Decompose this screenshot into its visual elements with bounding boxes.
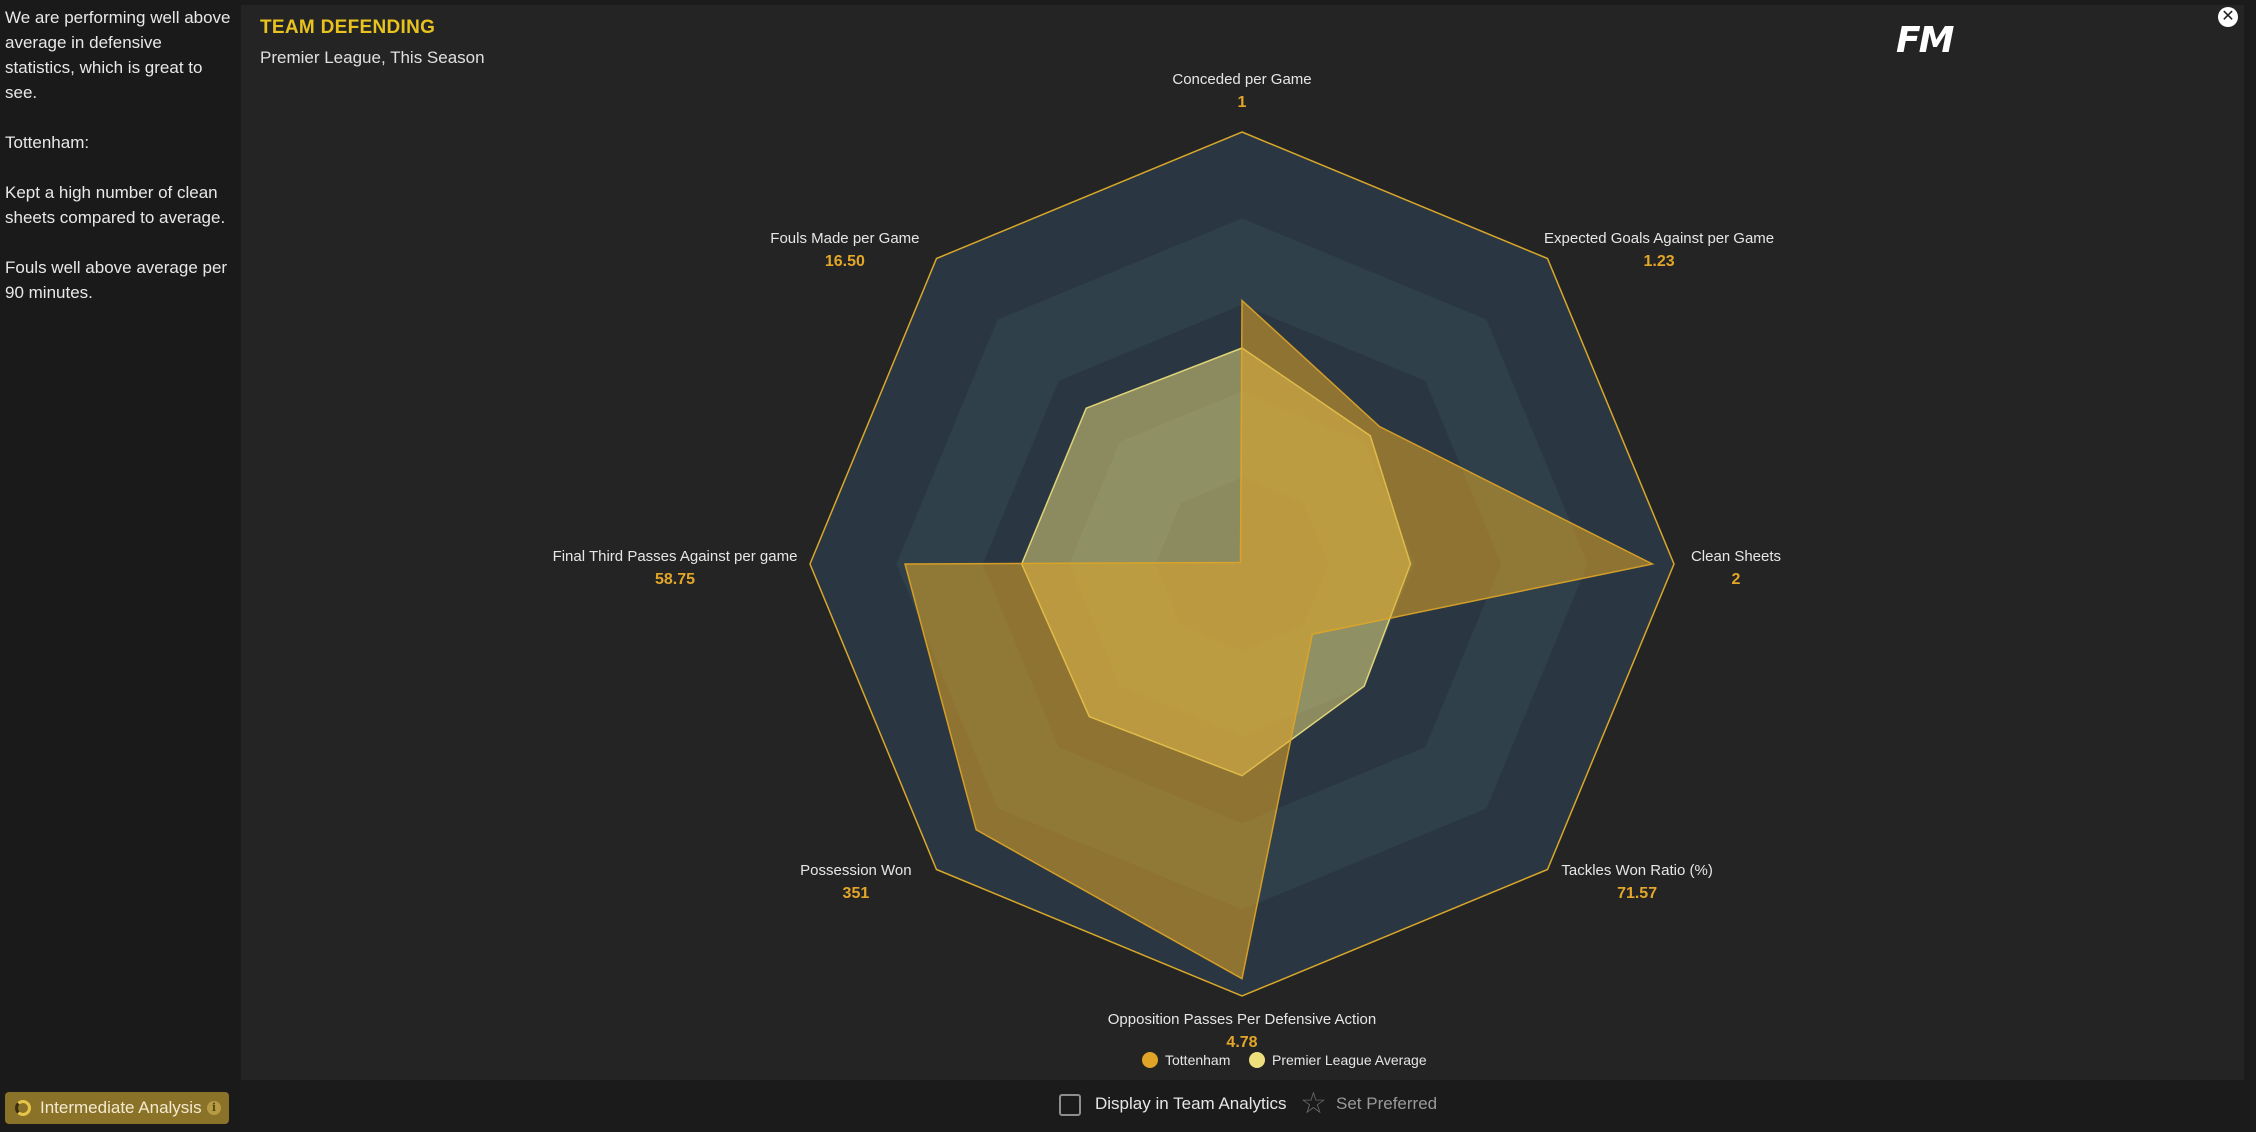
axis-label: Conceded per Game [1172,71,1311,88]
analysis-level-label: Intermediate Analysis [40,1098,202,1117]
progress-ring-icon [15,1100,31,1116]
panel-title: TEAM DEFENDING [260,17,436,38]
insight-text: We are performing well above average in … [5,5,233,330]
axis-label: Possession Won [800,862,911,879]
axis-label: Tackles Won Ratio (%) [1561,862,1712,879]
insight-paragraph: Tottenham: [5,133,90,152]
axis-label: Clean Sheets [1691,548,1781,565]
insight-sidebar: We are performing well above average in … [0,0,240,1132]
close-icon[interactable]: ✕ [2218,7,2238,27]
axis-value: 4.78 [1226,1034,1257,1051]
analysis-level-button[interactable]: Intermediate Analysis i [5,1092,229,1124]
axis-label: Expected Goals Against per Game [1544,230,1774,247]
legend-label: Premier League Average [1272,1052,1427,1068]
radar-series-tottenham [904,298,1655,980]
axis-value: 1.23 [1644,253,1675,270]
legend-marker [1249,1052,1265,1068]
radar-chart: Conceded per Game 1 Expected Goals Against… [553,71,1781,1068]
insight-paragraph: Kept a high number of clean sheets compa… [5,183,226,227]
axis-value: 71.57 [1617,885,1657,902]
info-icon[interactable]: i [207,1101,221,1115]
insight-paragraph: We are performing well above average in … [5,8,231,102]
legend-label: Tottenham [1165,1052,1230,1068]
fm-logo: FM [1896,20,1954,61]
set-preferred-label[interactable]: Set Preferred [1336,1094,1438,1113]
axis-label: Opposition Passes Per Defensive Action [1108,1011,1376,1028]
display-in-team-analytics-checkbox[interactable] [1059,1094,1081,1116]
insight-paragraph: Fouls well above average per 90 minutes. [5,258,228,302]
axis-value: 351 [843,885,870,902]
axis-value: 2 [1732,571,1741,588]
axis-label: Fouls Made per Game [770,230,919,247]
axis-value: 1 [1238,94,1247,111]
star-icon[interactable]: ☆ [1300,1087,1327,1120]
axis-label: Final Third Passes Against per game [553,548,798,565]
axis-value: 16.50 [825,253,865,270]
legend-marker [1142,1052,1158,1068]
display-in-team-analytics-label[interactable]: Display in Team Analytics [1095,1094,1287,1113]
axis-value: 58.75 [655,571,695,588]
panel-subtitle: Premier League, This Season [260,48,485,67]
